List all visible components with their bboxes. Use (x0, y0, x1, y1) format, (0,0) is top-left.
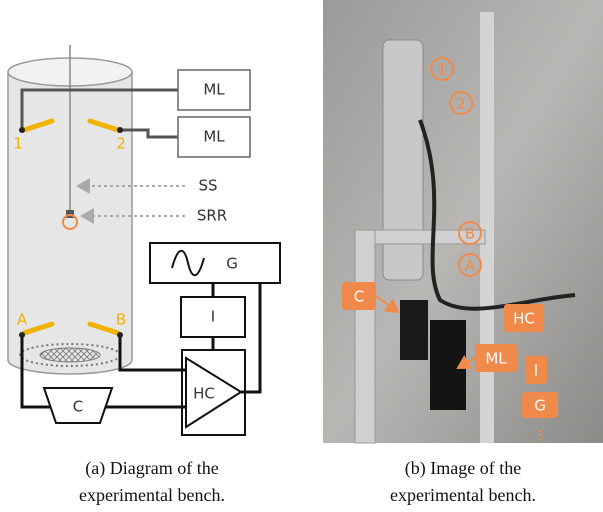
label: 2 (456, 95, 466, 113)
label: C (354, 288, 364, 306)
figure: ML ML 1 2 SS SRR G I A B C HC 1 2 B A C … (0, 0, 603, 512)
label: A (17, 311, 28, 329)
label: A (465, 257, 476, 275)
label: 1 (437, 61, 447, 79)
label: HC (513, 310, 535, 328)
label: C (73, 398, 83, 416)
photo (323, 0, 603, 443)
diagram (8, 45, 280, 435)
label: SS (198, 177, 217, 195)
label: ML (485, 350, 507, 368)
label: B (465, 225, 475, 243)
label: 1 (13, 135, 23, 153)
caption: (a) Diagram of the (85, 458, 218, 479)
label: G (226, 255, 238, 273)
caption: experimental bench. (390, 485, 536, 505)
caption: experimental bench. (79, 485, 225, 505)
label: ML (203, 81, 225, 99)
label: ML (203, 128, 225, 146)
label: I (534, 362, 538, 380)
label: G (534, 397, 546, 415)
label: I (211, 308, 215, 326)
caption: (b) Image of the (405, 458, 521, 479)
label: 2 (116, 135, 126, 153)
label: B (116, 311, 126, 329)
label: SRR (197, 207, 227, 225)
label: HC (193, 385, 215, 403)
